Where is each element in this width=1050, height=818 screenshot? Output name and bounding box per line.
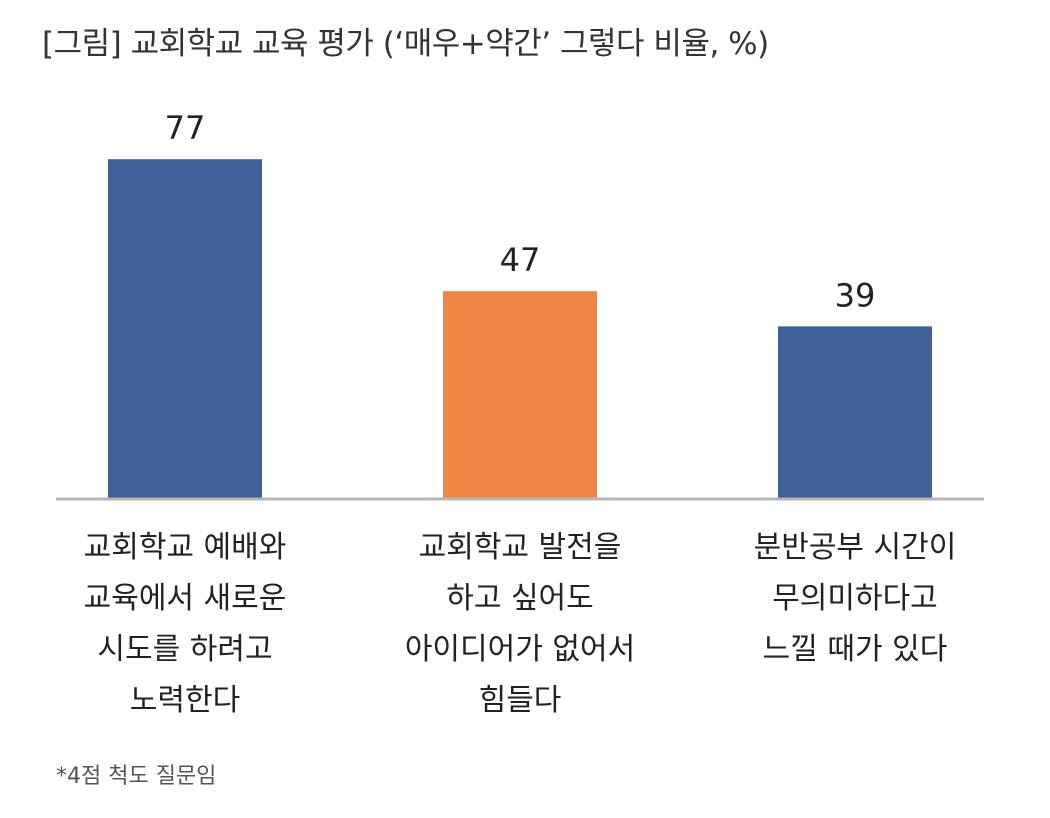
category-label-2-line-3: 아이디어가 없어서 [405, 632, 635, 667]
data-label-1: 77 [165, 109, 206, 147]
bar-2 [443, 291, 597, 498]
category-label-2-line-1: 교회학교 발전을 [419, 530, 622, 565]
category-label-1-line-2: 교육에서 새로운 [84, 581, 287, 616]
category-label-2-line-4: 힘들다 [479, 683, 562, 718]
bar-1 [108, 159, 262, 498]
category-label-3-line-1: 분반공부 시간이 [754, 530, 957, 565]
category-label-2-line-2: 하고 싶어도 [446, 581, 594, 616]
bar-3 [778, 326, 932, 498]
category-label-3-line-2: 무의미하다고 [772, 581, 938, 616]
category-label-1-line-1: 교회학교 예배와 [84, 530, 287, 565]
data-label-3: 39 [835, 276, 876, 314]
category-label-3-line-3: 느낄 때가 있다 [763, 632, 948, 667]
data-label-2: 47 [500, 241, 541, 279]
chart-title: [그림] 교회학교 교육 평가 (‘매우+약간’ 그렇다 비율, %) [42, 26, 769, 62]
category-label-1-line-4: 노력한다 [130, 683, 240, 718]
footnote: *4점 척도 질문임 [56, 764, 217, 789]
category-label-1-line-3: 시도를 하려고 [97, 632, 272, 667]
